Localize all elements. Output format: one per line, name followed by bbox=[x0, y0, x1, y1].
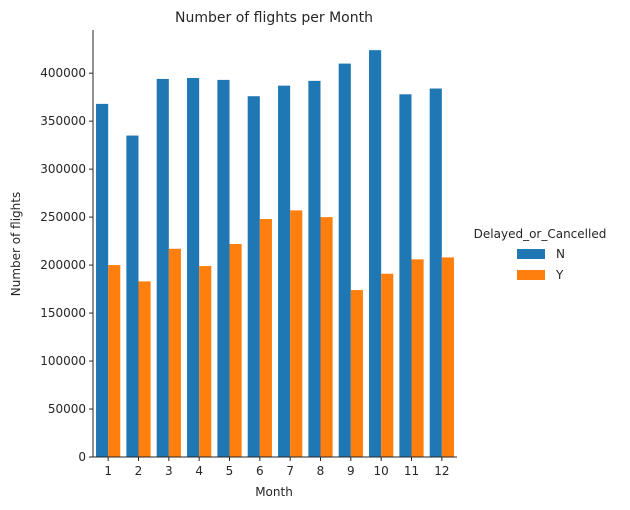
x-tick-label: 3 bbox=[165, 464, 173, 478]
bar-Y-month-8 bbox=[320, 217, 333, 457]
legend-swatch-Y bbox=[517, 270, 545, 280]
y-tick-label: 300000 bbox=[40, 162, 86, 176]
y-tick-label: 400000 bbox=[40, 66, 86, 80]
bar-Y-month-7 bbox=[290, 210, 303, 457]
x-tick-label: 6 bbox=[256, 464, 264, 478]
legend: Delayed_or_Cancelled NY bbox=[474, 227, 607, 282]
bar-Y-month-1 bbox=[108, 265, 121, 457]
y-tick-label: 150000 bbox=[40, 306, 86, 320]
x-tick-label: 1 bbox=[104, 464, 112, 478]
y-axis-ticks: 0 50000 100000 150000 200000 250000 300000 3500… bbox=[40, 66, 93, 464]
x-axis-ticks: 1 2 3 4 5 6 7 8 9 10 11 12 bbox=[104, 457, 449, 478]
y-tick-label: 200000 bbox=[40, 258, 86, 272]
bar-N-month-10 bbox=[369, 50, 382, 457]
x-axis-title: Month bbox=[255, 485, 293, 499]
bar-Y-month-10 bbox=[381, 273, 394, 457]
chart-title: Number of flights per Month bbox=[175, 10, 373, 26]
bar-N-month-5 bbox=[217, 79, 230, 457]
bar-Y-month-4 bbox=[199, 266, 212, 457]
bar-Y-month-5 bbox=[229, 243, 242, 457]
bar-N-month-4 bbox=[187, 77, 200, 457]
bar-N-month-11 bbox=[399, 94, 412, 457]
x-tick-label: 7 bbox=[286, 464, 294, 478]
bar-Y-month-6 bbox=[259, 219, 272, 457]
bar-N-month-8 bbox=[308, 80, 321, 458]
bar-N-month-7 bbox=[278, 85, 291, 457]
x-tick-label: 10 bbox=[374, 464, 389, 478]
y-tick-label: 0 bbox=[78, 450, 86, 464]
bar-N-month-2 bbox=[126, 135, 139, 457]
x-tick-label: 4 bbox=[195, 464, 203, 478]
bar-N-month-1 bbox=[96, 103, 109, 458]
legend-label-Y: Y bbox=[555, 268, 564, 282]
legend-items: NY bbox=[517, 247, 565, 282]
x-tick-label: 11 bbox=[404, 464, 419, 478]
y-tick-label: 50000 bbox=[48, 402, 86, 416]
y-tick-label: 250000 bbox=[40, 210, 86, 224]
x-tick-label: 2 bbox=[135, 464, 143, 478]
x-tick-label: 5 bbox=[226, 464, 234, 478]
bar-Y-month-9 bbox=[350, 290, 363, 457]
bar-Y-month-11 bbox=[411, 259, 424, 457]
legend-label-N: N bbox=[556, 247, 565, 261]
bar-N-month-12 bbox=[429, 88, 442, 457]
bar-Y-month-2 bbox=[138, 281, 151, 457]
bar-Y-month-12 bbox=[441, 257, 454, 457]
y-tick-label: 350000 bbox=[40, 114, 86, 128]
legend-swatch-N bbox=[517, 249, 545, 259]
legend-title: Delayed_or_Cancelled bbox=[474, 227, 607, 241]
x-tick-label: 12 bbox=[434, 464, 449, 478]
y-axis-title: Number of flights bbox=[9, 192, 23, 296]
bar-N-month-3 bbox=[156, 78, 169, 458]
bar-N-month-6 bbox=[247, 96, 260, 458]
bars-group bbox=[96, 50, 454, 458]
bar-N-month-9 bbox=[338, 63, 351, 458]
y-tick-label: 100000 bbox=[40, 354, 86, 368]
x-tick-label: 9 bbox=[347, 464, 355, 478]
bar-Y-month-3 bbox=[168, 248, 181, 457]
x-tick-label: 8 bbox=[317, 464, 325, 478]
